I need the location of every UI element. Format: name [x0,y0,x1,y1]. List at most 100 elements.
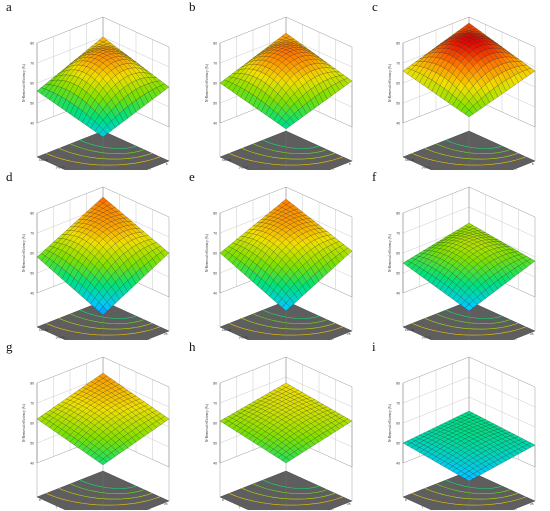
z-tick-label: 80 [30,212,34,216]
surface-cell [281,457,291,464]
z-tick-label: 70 [30,402,34,406]
z-tick-label: 40 [213,292,217,296]
contour-line [253,483,328,494]
surface-cell [98,458,108,466]
response-surface [219,32,353,130]
y-tick-label: 140.00 [422,166,432,170]
contour-line [79,139,137,149]
contour-line [70,143,145,154]
contour-line [424,148,518,160]
gridline [285,376,353,408]
contour-line [70,483,145,494]
contour-line [70,313,145,324]
contour-line [79,309,137,319]
response-surface [402,410,536,482]
response-surface [219,382,353,464]
contour-line [241,318,335,330]
x-tick-label: 7 [149,169,151,171]
y-tick-label: 7 [422,506,424,510]
contour-line [241,148,335,160]
panel-label-c: c [372,0,378,14]
z-tick-label: 40 [30,462,34,466]
x-tick-label: 25 [530,332,534,336]
panel-label-h: h [189,339,196,354]
x-tick-label: 20 [148,339,152,341]
contour-line [253,143,328,154]
y-tick-label: 160.00 [222,158,232,162]
contour-line [445,309,503,319]
z-tick-label: 50 [30,442,34,446]
z-tick-label: 60 [213,82,217,86]
x-tick-label: 20 [514,339,518,341]
z-tick-label: 80 [213,212,217,216]
y-tick-label: 140.00 [422,336,432,340]
y-tick-label: 160.00 [222,328,232,332]
response-surface [402,222,536,312]
response-surface [36,36,170,138]
y-tick-label: 160.00 [39,328,49,332]
panel-label-a: a [6,0,12,14]
contour-line [445,139,503,149]
x-tick-label: 20 [331,509,335,511]
x-tick-label: 20 [331,339,335,341]
contour-line [424,318,518,330]
panel-label-g: g [6,339,13,354]
x-tick-label: 25 [347,502,351,506]
x-tick-label: 20 [148,509,152,511]
z-tick-label: 70 [213,232,217,236]
z-tick-label: 60 [30,82,34,86]
z-tick-label: 70 [213,62,217,66]
z-tick-label: 40 [30,292,34,296]
z-tick-label: 70 [213,402,217,406]
z-tick-label: 50 [213,442,217,446]
gridline [102,36,170,68]
response-surface [36,372,170,466]
z-axis-label: N-Removal efficiency (%) [205,403,209,442]
surface-cell [464,304,474,312]
panel-label-d: d [6,169,13,184]
z-axis-label: N-Removal efficiency (%) [22,403,26,442]
x-tick-label: 25 [164,332,168,336]
y-tick-label: 7 [239,506,241,510]
y-tick-label: 8 [39,498,41,502]
y-tick-label: 160.00 [405,158,415,162]
z-tick-label: 60 [30,422,34,426]
surface-cell [281,121,291,130]
gridline [402,376,470,404]
y-tick-label: 140.00 [56,166,66,170]
z-tick-label: 50 [396,272,400,276]
z-tick-label: 60 [213,422,217,426]
z-axis-label: N-Removal efficiency (%) [388,233,392,272]
z-tick-label: 80 [30,42,34,46]
response-surface [402,22,536,118]
z-tick-label: 40 [213,462,217,466]
y-tick-label: 7 [56,506,58,510]
y-tick-label: 8 [222,498,224,502]
panel-label-b: b [189,0,196,14]
y-tick-label: 8 [405,498,407,502]
x-tick-label: 7 [332,169,334,171]
contour-line [253,313,328,324]
z-tick-label: 60 [213,252,217,256]
panel-label-e: e [189,169,195,184]
back-wall-right [468,186,536,298]
surface-cell [464,109,474,118]
contour-line [436,143,511,154]
x-tick-label: 25 [347,332,351,336]
y-tick-label: 160.00 [39,158,49,162]
x-tick-label: 25 [164,502,168,506]
z-tick-label: 50 [213,272,217,276]
z-tick-label: 40 [213,122,217,126]
x-tick-label: 8 [532,162,534,166]
z-axis-label: N-Removal efficiency (%) [388,403,392,442]
